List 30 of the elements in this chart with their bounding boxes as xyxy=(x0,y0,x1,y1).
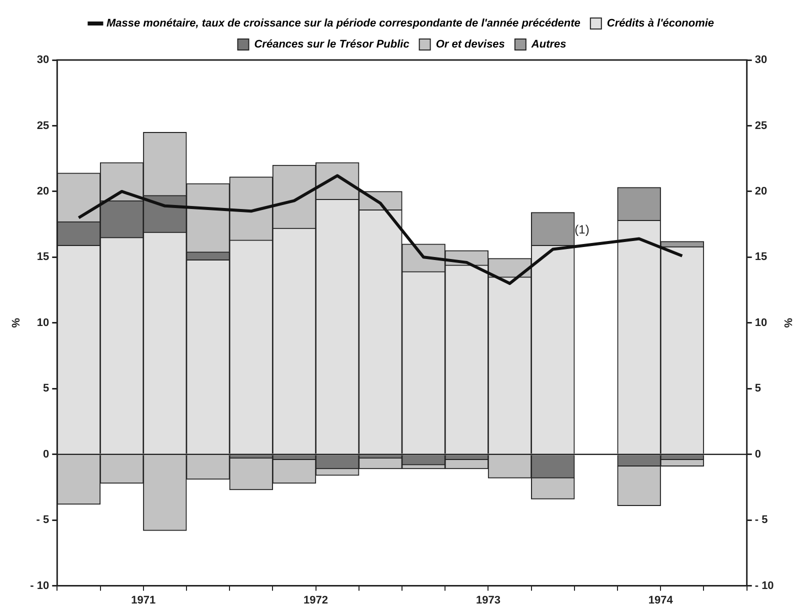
y-tick-label: 10 xyxy=(36,316,50,329)
legend-label: Masse monétaire, taux de croissance sur la période correspondante de l'année précédente xyxy=(106,18,580,30)
y2-tick-label: 0 xyxy=(754,448,761,460)
legend-label: Autres xyxy=(530,38,566,51)
annotation: (1) xyxy=(574,222,590,236)
y2-axis-title: % xyxy=(781,318,794,328)
y2-tick-label: - 10 xyxy=(754,580,774,592)
y-tick-label: 20 xyxy=(36,185,50,198)
x-tick-label: 1972 xyxy=(304,594,328,606)
y-tick-label: 25 xyxy=(36,120,50,132)
y-tick-label: 15 xyxy=(36,251,50,264)
y2-tick-label: 15 xyxy=(754,251,768,264)
y-tick-label: 5 xyxy=(43,382,50,395)
y2-tick-label: 20 xyxy=(754,185,768,198)
y-tick-label: 0 xyxy=(43,448,50,460)
x-tick-label: 1971 xyxy=(131,594,156,606)
x-tick-label: 1974 xyxy=(648,594,674,606)
y-tick-label: - 10 xyxy=(30,580,50,592)
y2-tick-label: 25 xyxy=(754,120,768,132)
y2-tick-label: 10 xyxy=(754,316,768,329)
y2-tick-label: 30 xyxy=(754,54,768,66)
y-tick-label: - 5 xyxy=(36,514,50,526)
y2-tick-label: - 5 xyxy=(754,514,768,526)
x-tick-label: 1973 xyxy=(476,594,500,606)
legend-label: Créances sur le Trésor Public xyxy=(254,38,410,51)
y2-tick-label: 5 xyxy=(754,382,761,395)
legend-label: Crédits à l'économie xyxy=(606,18,714,30)
legend-label: Or et devises xyxy=(436,38,505,51)
y-tick-label: 30 xyxy=(36,54,50,66)
y-axis-title: % xyxy=(10,318,23,328)
